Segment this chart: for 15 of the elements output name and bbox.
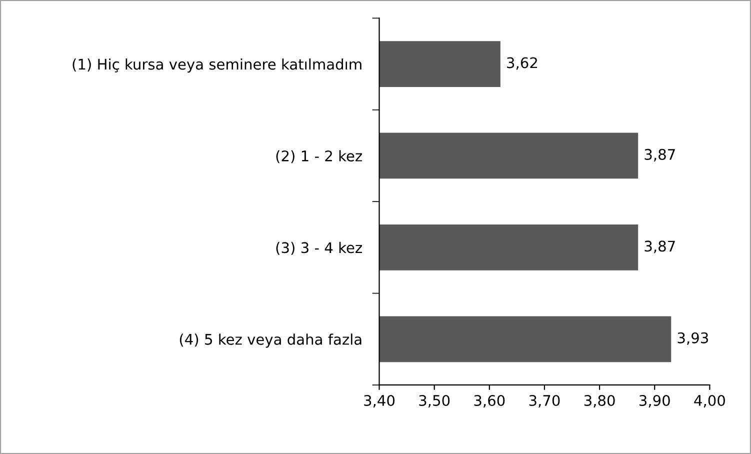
data-label: 3,62 [507, 57, 537, 70]
y-tick-label: (2) 1 - 2 kez [276, 150, 362, 164]
data-label: 3,93 [678, 332, 708, 345]
x-tick-label: 4,00 [694, 394, 725, 408]
x-tick-label: 3,60 [474, 394, 505, 408]
x-tick-label: 3,80 [584, 394, 615, 408]
y-tick-label: (4) 5 kez veya daha fazla [180, 334, 362, 348]
data-label: 3,87 [644, 240, 675, 254]
x-tick-label: 3,50 [419, 394, 450, 408]
data-label: 3,87 [644, 148, 675, 162]
y-tick-label: (1) Hiç kursa veya seminere katılmadım [72, 58, 362, 73]
y-tick-label: (3) 3 - 4 kez [276, 242, 362, 255]
x-tick-label: 3,70 [529, 394, 560, 408]
x-tick-label: 3,90 [640, 394, 670, 408]
x-tick-label: 3,40 [364, 394, 395, 408]
